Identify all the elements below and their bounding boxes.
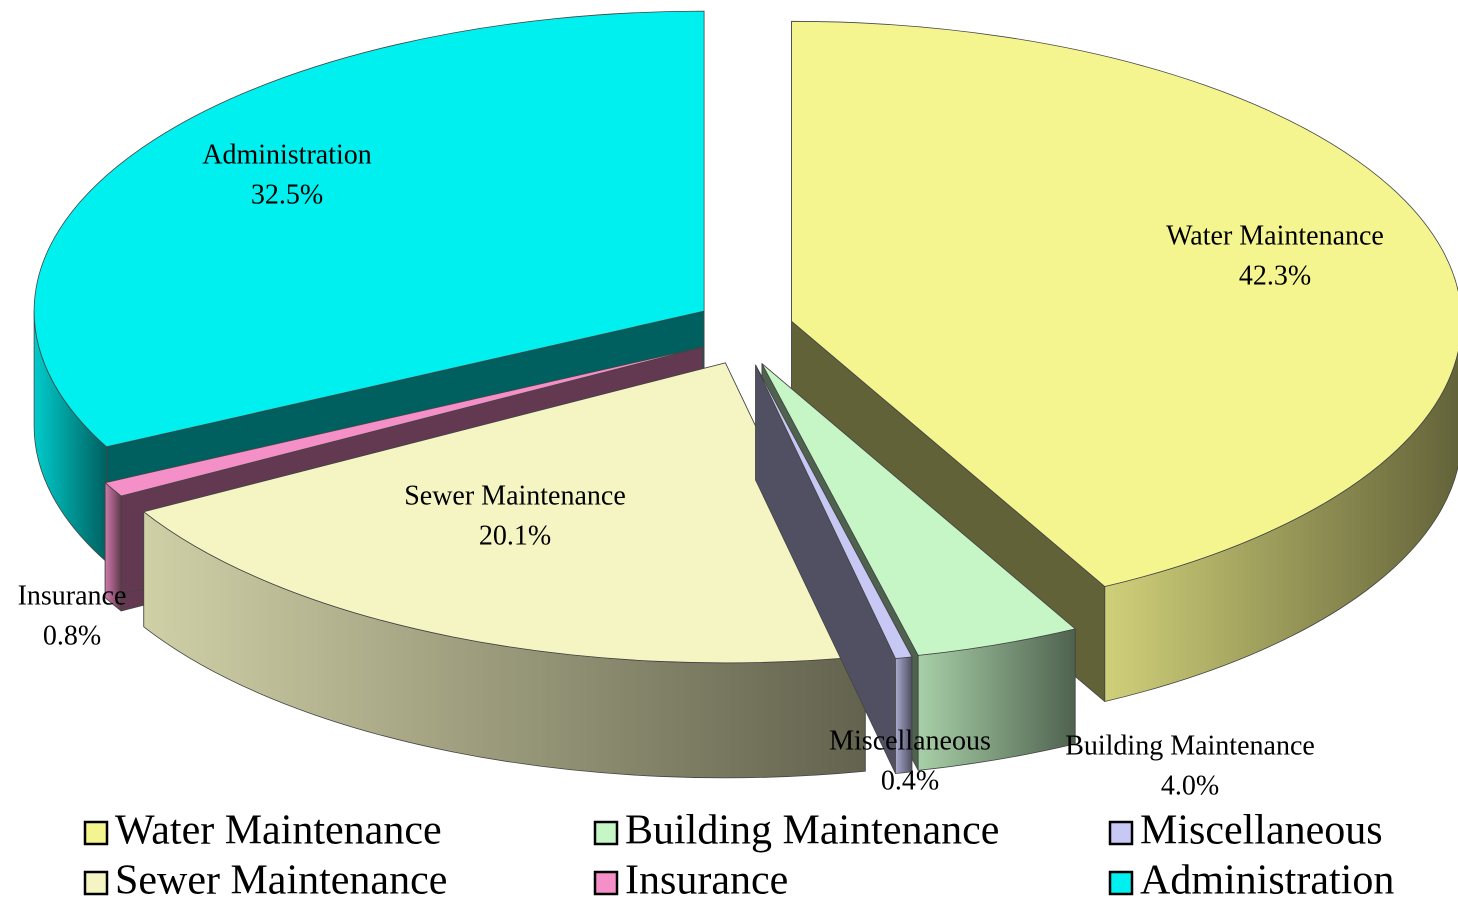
legend-swatch (83, 820, 109, 846)
slice-label-value: 42.3% (1239, 260, 1311, 291)
slice-label-name: Water Maintenance (1166, 220, 1384, 251)
slice-top (104, 346, 704, 497)
pie (33, 10, 1458, 779)
slice-label-name: Building Maintenance (1065, 730, 1315, 761)
slice (755, 364, 913, 774)
legend-label: Administration (1140, 858, 1394, 904)
slice-label-value: 0.8% (43, 620, 101, 651)
slice-label-value: 20.1% (479, 520, 551, 551)
slice-top (755, 364, 913, 659)
slice-label-name: Miscellaneous (829, 725, 991, 756)
legend-label: Insurance (625, 858, 788, 904)
slice-label-value: 32.5% (251, 179, 323, 210)
slice-top (143, 362, 866, 664)
slice-label-value: 0.4% (881, 765, 939, 796)
slice (143, 362, 866, 779)
legend-label: Water Maintenance (115, 808, 442, 854)
legend: Water Maintenance Building Maintenance Mis… (83, 808, 1394, 904)
legend-swatch (593, 870, 619, 896)
slice-top (761, 363, 1076, 656)
legend-label: Sewer Maintenance (115, 858, 447, 904)
slice-label-name: Sewer Maintenance (404, 480, 626, 511)
slice-label-value: 4.0% (1161, 770, 1219, 801)
slice-top (791, 20, 1458, 587)
legend-swatch (1108, 820, 1134, 846)
slice-label-name: Administration (202, 139, 372, 170)
legend-swatch (593, 820, 619, 846)
legend-label: Building Maintenance (625, 808, 999, 854)
legend-swatch (83, 870, 109, 896)
slice-label-name: Insurance (18, 580, 127, 611)
slice-top (33, 10, 705, 448)
legend-label: Miscellaneous (1140, 808, 1383, 854)
legend-swatch (1108, 870, 1134, 896)
